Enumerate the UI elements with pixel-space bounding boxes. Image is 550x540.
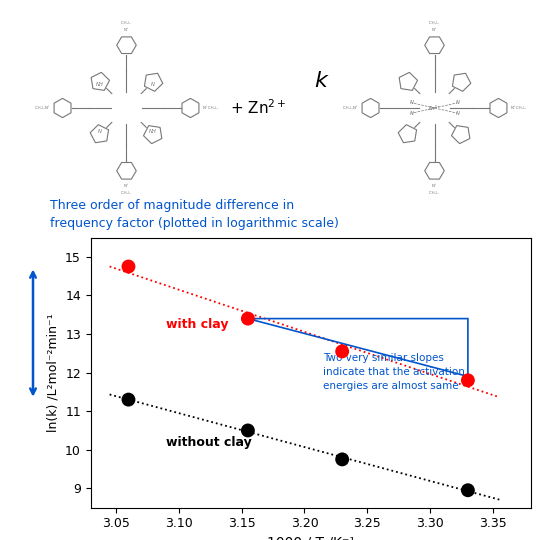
Text: N: N xyxy=(409,111,414,116)
Text: (CH₃)₃: (CH₃)₃ xyxy=(343,106,354,110)
Text: NH: NH xyxy=(149,129,157,134)
Text: + Zn$^{2+}$: + Zn$^{2+}$ xyxy=(230,99,287,117)
Text: N⁺: N⁺ xyxy=(124,184,129,187)
Text: N⁺: N⁺ xyxy=(432,184,437,187)
X-axis label: 1000 / T /K⁻¹: 1000 / T /K⁻¹ xyxy=(267,536,355,540)
Text: N⁺: N⁺ xyxy=(353,106,358,110)
Text: Two very similar slopes
indicate that the activation
energies are almost same: Two very similar slopes indicate that th… xyxy=(323,353,465,392)
Text: NH: NH xyxy=(96,82,104,87)
Point xyxy=(338,347,346,356)
Text: N⁺: N⁺ xyxy=(45,106,50,110)
Text: N⁺: N⁺ xyxy=(203,106,208,110)
Y-axis label: ln(k) /L²mol⁻²min⁻¹: ln(k) /L²mol⁻²min⁻¹ xyxy=(47,313,59,432)
Text: N: N xyxy=(455,111,460,116)
Text: N: N xyxy=(455,100,460,105)
Text: with clay: with clay xyxy=(166,318,229,331)
Text: (CH₃)₃: (CH₃)₃ xyxy=(429,191,440,194)
Text: without clay: without clay xyxy=(166,436,252,449)
Text: N: N xyxy=(151,82,155,87)
Point xyxy=(244,314,252,323)
Point xyxy=(464,376,472,384)
Text: N⁺: N⁺ xyxy=(124,29,129,32)
Point xyxy=(464,486,472,495)
Point xyxy=(338,455,346,464)
Text: N⁺: N⁺ xyxy=(511,106,516,110)
Text: N⁺: N⁺ xyxy=(432,29,437,32)
Text: Three order of magnitude difference in
frequency factor (plotted in logarithmic : Three order of magnitude difference in f… xyxy=(50,199,338,230)
Point xyxy=(124,262,133,271)
Text: (CH₃)₃: (CH₃)₃ xyxy=(429,22,440,25)
Text: (CH₃)₃: (CH₃)₃ xyxy=(515,106,526,110)
Point xyxy=(124,395,133,404)
Text: (CH₃)₃: (CH₃)₃ xyxy=(121,22,132,25)
Point xyxy=(244,426,252,435)
Text: Zn²⁺: Zn²⁺ xyxy=(428,105,441,111)
Text: (CH₃)₃: (CH₃)₃ xyxy=(35,106,46,110)
Text: N: N xyxy=(409,100,414,105)
Text: (CH₃)₃: (CH₃)₃ xyxy=(207,106,218,110)
Text: N: N xyxy=(98,129,102,134)
Text: (CH₃)₃: (CH₃)₃ xyxy=(121,191,132,194)
Text: $k$: $k$ xyxy=(314,71,329,91)
